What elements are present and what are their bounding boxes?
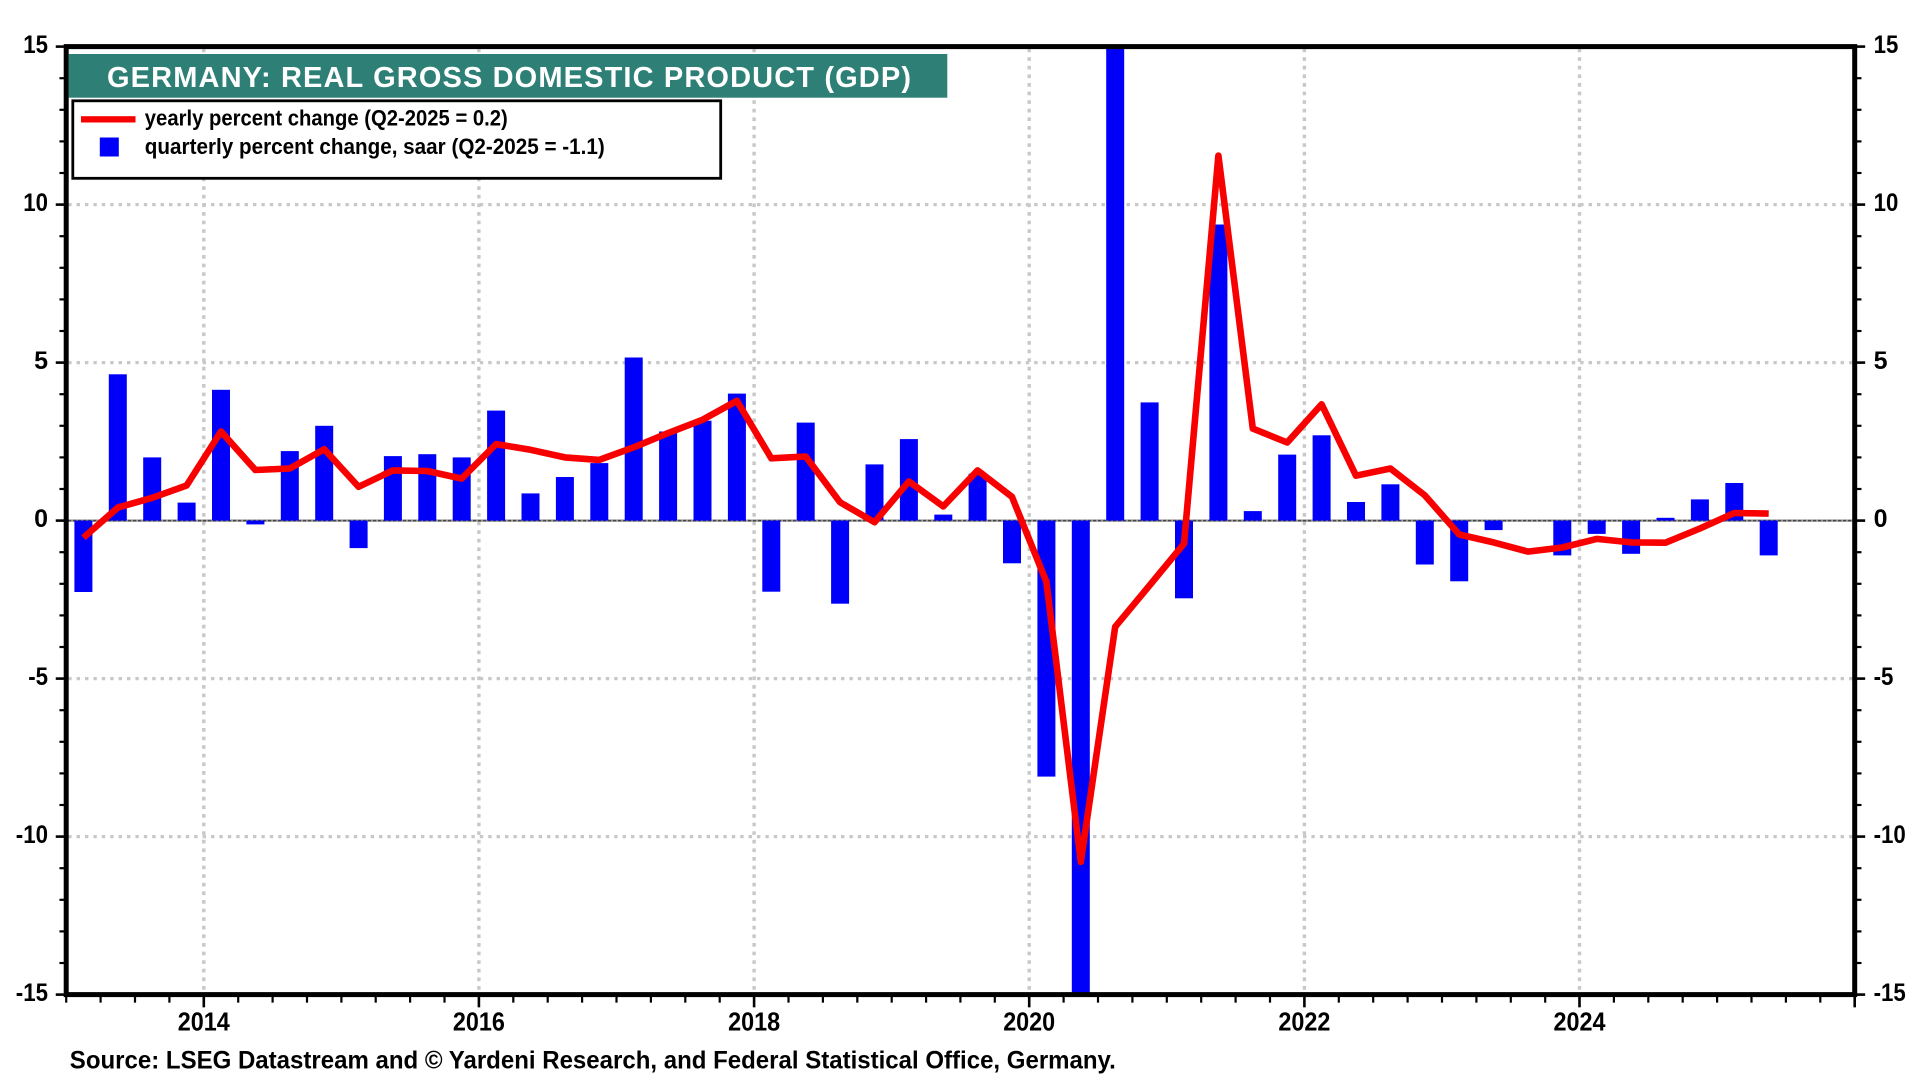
svg-text:15: 15 [1874,31,1899,59]
svg-text:2018: 2018 [728,1009,780,1037]
svg-text:10: 10 [23,189,48,217]
svg-text:-15: -15 [1874,979,1906,1007]
svg-text:-10: -10 [16,821,48,849]
svg-text:GERMANY: REAL GROSS DOMESTIC P: GERMANY: REAL GROSS DOMESTIC PRODUCT (GD… [107,62,911,94]
svg-text:2016: 2016 [453,1009,505,1037]
svg-text:15: 15 [23,31,48,59]
svg-text:2022: 2022 [1278,1009,1330,1037]
svg-text:2014: 2014 [178,1009,231,1037]
svg-text:5: 5 [1874,347,1888,375]
svg-text:-10: -10 [1874,821,1906,849]
svg-text:10: 10 [1874,189,1899,217]
svg-text:5: 5 [34,347,48,375]
svg-text:yearly percent change (Q2-2025: yearly percent change (Q2-2025 = 0.2) [145,106,508,131]
svg-text:2020: 2020 [1003,1009,1055,1037]
svg-text:-15: -15 [16,979,48,1007]
svg-text:quarterly percent change, saar: quarterly percent change, saar (Q2-2025 … [145,134,605,159]
svg-text:0: 0 [34,505,48,533]
svg-text:0: 0 [1874,505,1888,533]
svg-text:-5: -5 [28,663,48,691]
svg-text:-5: -5 [1874,663,1894,691]
svg-text:Source: LSEG Datastream and ©: Source: LSEG Datastream and © Yardeni Re… [70,1047,1116,1075]
svg-text:2024: 2024 [1554,1009,1607,1037]
